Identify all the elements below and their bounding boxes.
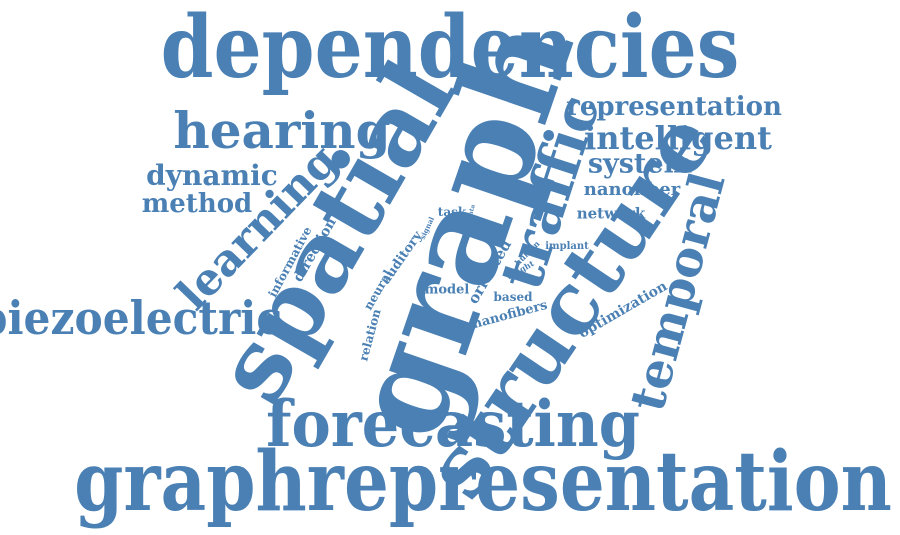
word-network: network bbox=[576, 204, 646, 223]
word-piezoelectric: piezoelectric bbox=[0, 291, 283, 345]
word-dependencies: dependencies bbox=[160, 0, 740, 98]
word-model: model bbox=[424, 282, 470, 298]
word-hearing: hearing bbox=[173, 101, 391, 160]
word-dynamic: dynamic bbox=[146, 159, 278, 192]
word-nanofiber: nanofiber bbox=[583, 179, 681, 200]
word-system: system bbox=[587, 148, 693, 180]
word-task: task bbox=[437, 205, 467, 219]
word-method: method bbox=[141, 189, 253, 219]
word-intelligent: intelligent bbox=[584, 119, 772, 157]
word-implant: implant bbox=[545, 241, 589, 252]
word-graphrepresentation: graphrepresentation bbox=[74, 434, 892, 530]
word-forecasting: forecasting bbox=[266, 387, 640, 462]
word-representation: representation bbox=[566, 92, 782, 122]
word-based: based bbox=[493, 290, 533, 304]
